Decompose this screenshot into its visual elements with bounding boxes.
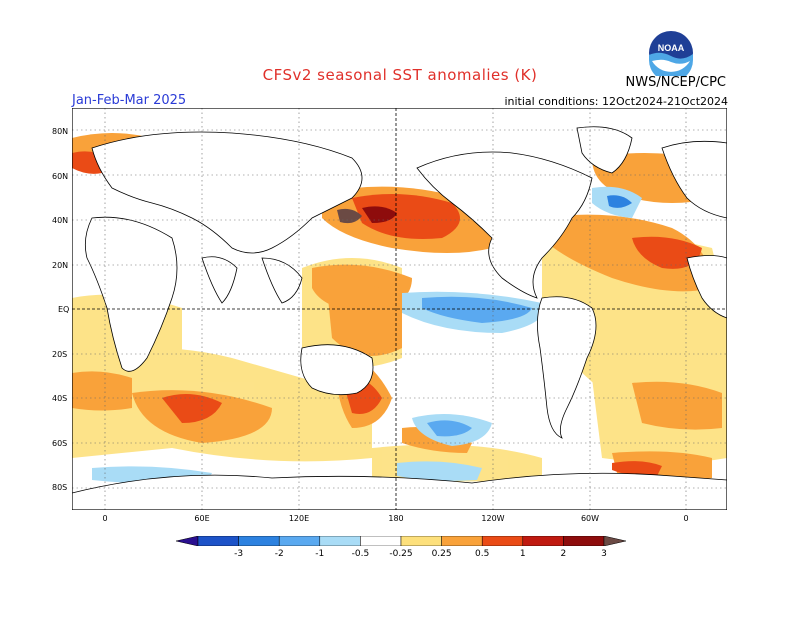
colorbar-box: [319, 536, 361, 546]
australia: [300, 344, 374, 396]
lat-label: 40S: [52, 394, 68, 403]
lon-label: 60W: [580, 514, 600, 523]
colorbar-box: [197, 536, 239, 546]
lat-label: 80S: [52, 483, 68, 492]
lat-label: 60S: [52, 439, 68, 448]
colorbar-box: [481, 536, 524, 546]
colorbar-arrow-high: [603, 536, 626, 546]
lon-label: 180: [388, 514, 404, 523]
south-america: [537, 296, 597, 439]
lat-label: 40N: [52, 216, 69, 225]
lon-label: 120W: [481, 514, 505, 523]
strong-anomaly-regions: [337, 206, 397, 224]
colorbar-tick-label: 0.25: [431, 549, 452, 559]
lat-label: 20S: [52, 350, 68, 359]
colorbar-box: [522, 536, 564, 546]
india: [201, 256, 238, 304]
lon-label: 0: [683, 514, 689, 523]
red-anomaly-regions: [72, 151, 702, 477]
agency-label: NWS/NCEP/CPC: [625, 75, 726, 90]
lat-label: 80N: [52, 127, 69, 136]
colorbar-box: [563, 536, 605, 546]
noaa-logo-text: NOAA: [658, 43, 685, 53]
colorbar-box: [400, 536, 442, 546]
colorbar: [176, 536, 626, 546]
colorbar-tick-label: -0.25: [389, 549, 413, 559]
initial-conditions-label: initial conditions: 12Oct2024-21Oct2024: [504, 95, 728, 108]
lat-label: EQ: [58, 305, 70, 314]
chart-title: CFSv2 seasonal SST anomalies (K): [262, 66, 538, 84]
noaa-logo: NOAA: [649, 31, 693, 76]
southeast-asia: [261, 257, 303, 304]
colorbar-tick-label: 0.5: [475, 549, 490, 559]
lat-label: 60N: [52, 172, 69, 181]
colorbar-arrow-low: [176, 536, 199, 546]
africa: [84, 216, 178, 372]
colorbar-tick-label: -0.5: [351, 549, 370, 559]
colorbar-tick-label: -2: [274, 549, 284, 559]
colorbar-box: [360, 536, 402, 546]
cool-anomaly-regions: [92, 186, 642, 484]
equator-dateline: [72, 108, 727, 510]
greenland: [576, 126, 633, 174]
season-label: Jan-Feb-Mar 2025: [72, 93, 187, 108]
lon-label: 120E: [288, 514, 310, 523]
colorbar-box: [238, 536, 280, 546]
lon-label: 60E: [194, 514, 210, 523]
land-masses: [72, 126, 727, 510]
colorbar-tick-label: 3: [601, 549, 607, 559]
sst-anomaly-map: [72, 108, 727, 510]
colorbar-box: [278, 536, 321, 546]
eurasia: [91, 131, 363, 254]
lat-label: 20N: [52, 261, 69, 270]
africa-east-edge: [686, 255, 727, 319]
colorbar-tick-label: 1: [519, 549, 526, 559]
lon-label: 0: [102, 514, 108, 523]
colorbar-tick-label: 2: [560, 549, 567, 559]
colorbar-tick-label: -3: [234, 549, 244, 559]
colorbar-box: [441, 536, 483, 546]
europe-west: [661, 140, 727, 219]
antarctica: [72, 472, 727, 510]
north-america: [416, 151, 593, 299]
colorbar-tick-label: -1: [315, 549, 325, 559]
lat-lon-grid: [72, 108, 727, 510]
